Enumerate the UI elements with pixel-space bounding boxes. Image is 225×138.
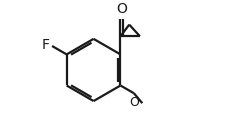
Text: F: F <box>41 38 49 52</box>
Text: O: O <box>116 2 126 16</box>
Text: O: O <box>129 96 139 109</box>
